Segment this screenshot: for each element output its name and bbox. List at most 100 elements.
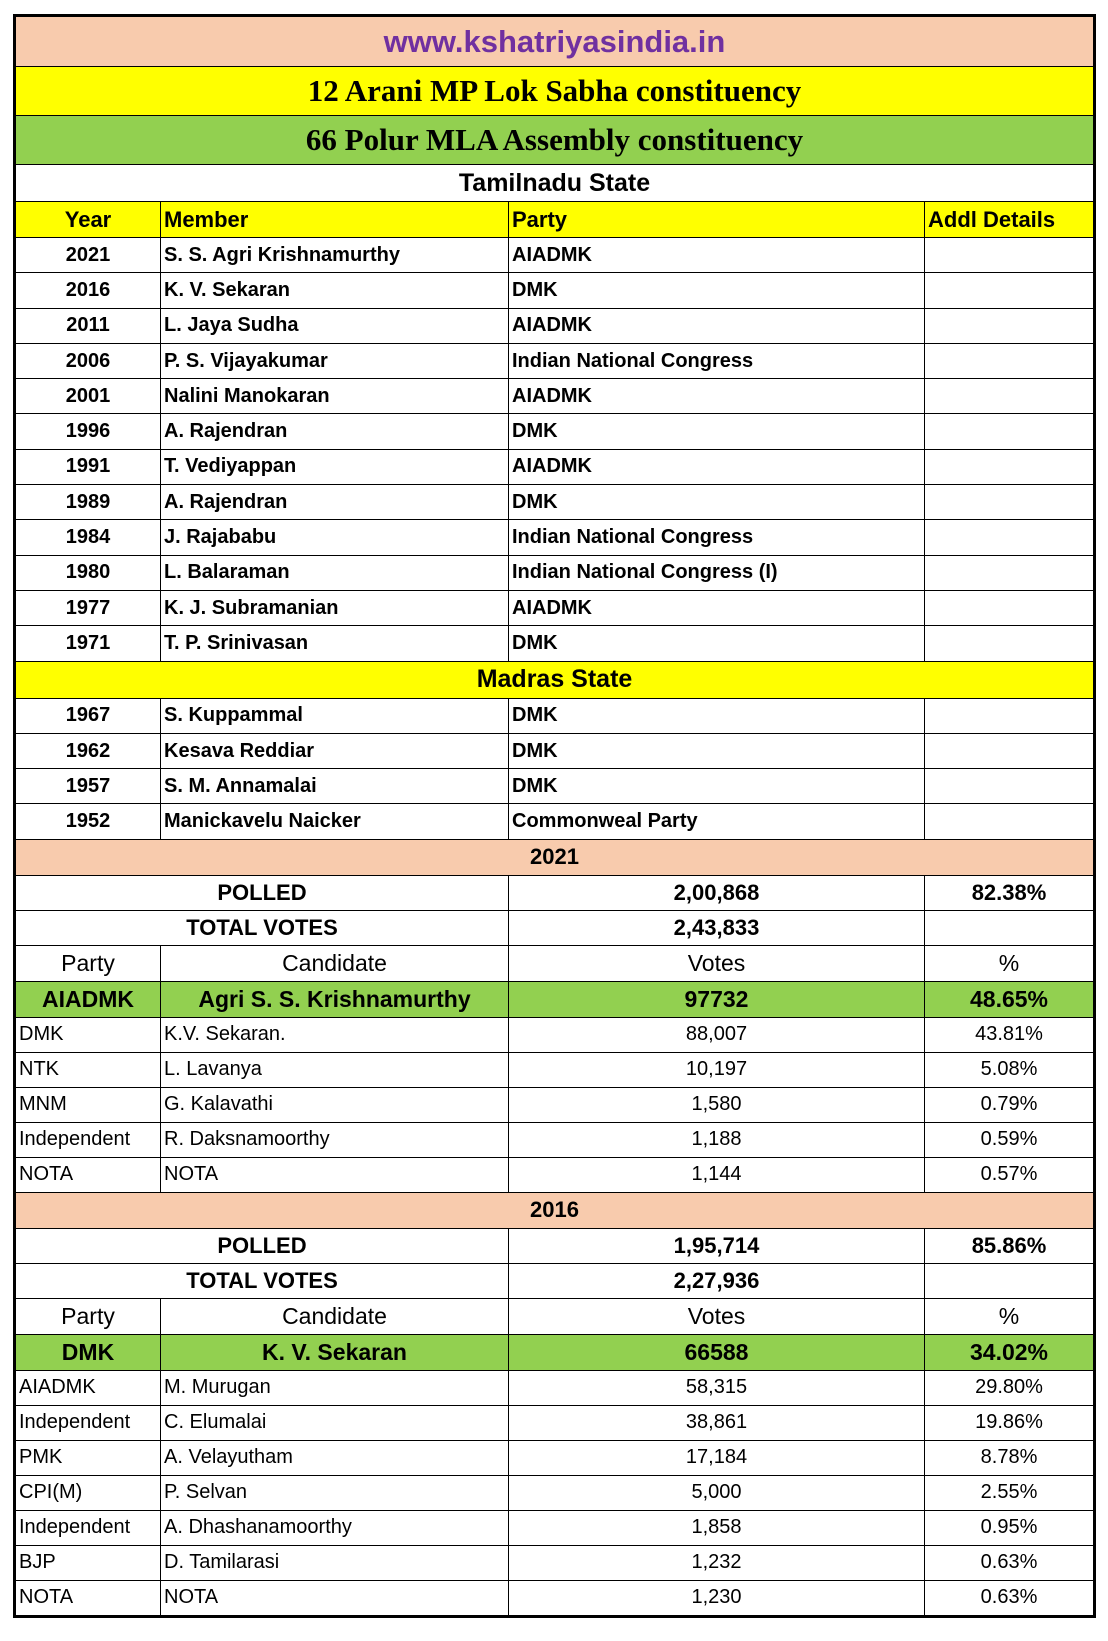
candidate-party: DMK (14, 1016, 161, 1053)
col-party: Party (14, 1297, 161, 1335)
member-member: T. Vediyappan (160, 448, 509, 486)
total-votes-value: 2,27,936 (508, 1262, 925, 1299)
candidate-percent: 0.57% (924, 1156, 1095, 1193)
col-candidate: Candidate (160, 944, 509, 982)
total-votes-label: TOTAL VOTES (14, 909, 509, 946)
winner-party: AIADMK (14, 980, 161, 1018)
member-addl (924, 236, 1095, 274)
member-row: 2016 K. V. Sekaran DMK (14, 272, 1095, 309)
candidate-row: Independent A. Dhashanamoorthy 1,858 0.95% (14, 1509, 1095, 1546)
election-year: 2016 (14, 1191, 1095, 1229)
total-votes-row: TOTAL VOTES 2,27,936 (14, 1262, 1095, 1299)
member-party: AIADMK (508, 307, 925, 344)
candidate-candidate: D. Tamilarasi (160, 1544, 509, 1581)
winner-row: DMK K. V. Sekaran 66588 34.02% (14, 1333, 1095, 1371)
col-party: Party (508, 201, 925, 238)
candidate-candidate: NOTA (160, 1156, 509, 1193)
candidate-votes: 38,861 (508, 1404, 925, 1441)
col-party: Party (14, 944, 161, 982)
member-member: S. M. Annamalai (160, 768, 509, 805)
member-addl (924, 307, 1095, 344)
candidate-candidate: R. Daksnamoorthy (160, 1121, 509, 1158)
member-row: 2006 P. S. Vijayakumar Indian National Con… (14, 342, 1095, 380)
member-addl (924, 342, 1095, 380)
member-addl (924, 625, 1095, 662)
member-party: Indian National Congress (508, 519, 925, 556)
member-year: 1957 (14, 768, 161, 805)
candidate-percent: 0.95% (924, 1509, 1095, 1546)
member-addl (924, 732, 1095, 770)
madras-heading-row: Madras State (14, 660, 1095, 699)
col-candidate: Candidate (160, 1297, 509, 1335)
col-votes: Votes (508, 1297, 925, 1335)
col-percent: % (924, 944, 1095, 982)
member-member: P. S. Vijayakumar (160, 342, 509, 380)
member-member: S. S. Agri Krishnamurthy (160, 236, 509, 274)
winner-party: DMK (14, 1333, 161, 1371)
candidate-row: AIADMK M. Murugan 58,315 29.80% (14, 1369, 1095, 1406)
candidate-party: Independent (14, 1121, 161, 1158)
member-member: T. P. Srinivasan (160, 625, 509, 662)
results-header-row: Party Candidate Votes% (14, 1297, 1095, 1335)
site-banner: www.kshatriyasindia.in (14, 15, 1095, 67)
col-year: Year (14, 201, 161, 238)
candidate-candidate: C. Elumalai (160, 1404, 509, 1441)
candidate-row: MNM G. Kalavathi 1,580 0.79% (14, 1086, 1095, 1123)
candidate-row: BJP D. Tamilarasi 1,232 0.63% (14, 1544, 1095, 1581)
member-addl (924, 697, 1095, 734)
member-member: L. Balaraman (160, 554, 509, 591)
empty-cell (924, 1262, 1095, 1299)
member-addl (924, 589, 1095, 627)
winner-candidate: K. V. Sekaran (160, 1333, 509, 1371)
member-addl (924, 378, 1095, 415)
member-addl (924, 803, 1095, 840)
member-year: 2001 (14, 378, 161, 415)
member-year: 1952 (14, 803, 161, 840)
candidate-party: NOTA (14, 1579, 161, 1617)
member-member: K. J. Subramanian (160, 589, 509, 627)
member-member: A. Rajendran (160, 484, 509, 521)
candidate-candidate: K.V. Sekaran. (160, 1016, 509, 1053)
member-party: DMK (508, 484, 925, 521)
polled-percent: 85.86% (924, 1227, 1095, 1264)
polled-row: POLLED 1,95,714 85.86% (14, 1227, 1095, 1264)
member-addl (924, 484, 1095, 521)
polled-value: 1,95,714 (508, 1227, 925, 1264)
member-party: AIADMK (508, 448, 925, 486)
member-party: AIADMK (508, 236, 925, 274)
col-addl: Addl Details (924, 201, 1095, 238)
candidate-candidate: G. Kalavathi (160, 1086, 509, 1123)
election-year-row: 2021 (14, 838, 1095, 876)
candidate-percent: 5.08% (924, 1051, 1095, 1088)
col-votes: Votes (508, 944, 925, 982)
member-addl (924, 519, 1095, 556)
candidate-row: CPI(M) P. Selvan 5,000 2.55% (14, 1474, 1095, 1511)
member-party: Indian National Congress (508, 342, 925, 380)
member-member: L. Jaya Sudha (160, 307, 509, 344)
member-member: J. Rajababu (160, 519, 509, 556)
candidate-percent: 8.78% (924, 1439, 1095, 1476)
member-row: 2011 L. Jaya Sudha AIADMK (14, 307, 1095, 344)
polled-value: 2,00,868 (508, 874, 925, 911)
total-votes-value: 2,43,833 (508, 909, 925, 946)
member-year: 1967 (14, 697, 161, 734)
candidate-percent: 2.55% (924, 1474, 1095, 1511)
member-year: 1971 (14, 625, 161, 662)
candidate-votes: 58,315 (508, 1369, 925, 1406)
member-year: 1991 (14, 448, 161, 486)
total-votes-row: TOTAL VOTES 2,43,833 (14, 909, 1095, 946)
member-year: 1962 (14, 732, 161, 770)
member-year: 2016 (14, 272, 161, 309)
candidate-votes: 1,232 (508, 1544, 925, 1581)
col-member: Member (160, 201, 509, 238)
member-member: Nalini Manokaran (160, 378, 509, 415)
candidate-percent: 19.86% (924, 1404, 1095, 1441)
member-year: 1996 (14, 413, 161, 450)
member-addl (924, 272, 1095, 309)
candidate-row: NTK L. Lavanya 10,197 5.08% (14, 1051, 1095, 1088)
polled-percent: 82.38% (924, 874, 1095, 911)
member-row: 1989 A. Rajendran DMK (14, 484, 1095, 521)
member-member: A. Rajendran (160, 413, 509, 450)
candidate-row: Independent R. Daksnamoorthy 1,188 0.59% (14, 1121, 1095, 1158)
candidate-row: DMK K.V. Sekaran. 88,007 43.81% (14, 1016, 1095, 1053)
